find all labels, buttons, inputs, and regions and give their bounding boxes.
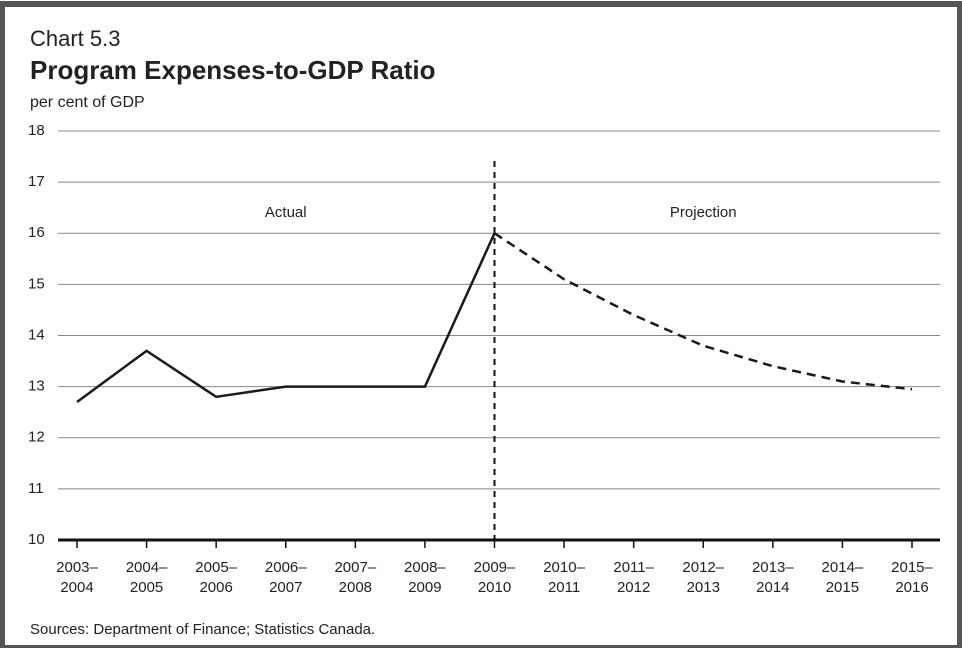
x-tick-label: 2005– 2006	[195, 559, 237, 596]
data-line	[76, 232, 496, 403]
y-axis-label: per cent of GDP	[30, 94, 145, 111]
y-tick-label: 10	[28, 531, 45, 548]
region-label: Actual	[265, 204, 307, 221]
x-tick-label: 2004– 2005	[126, 559, 168, 596]
x-tick-label: 2010– 2011	[543, 559, 585, 596]
y-tick-label: 15	[28, 275, 45, 292]
chart-number: Chart 5.3	[30, 26, 121, 51]
y-tick-label: 14	[28, 326, 45, 343]
data-line	[493, 232, 913, 391]
y-tick-label: 17	[28, 173, 45, 190]
region-label: Projection	[670, 204, 737, 221]
x-tick-label: 2013– 2014	[752, 559, 794, 596]
x-tick-label: 2009– 2010	[474, 559, 516, 596]
y-tick-label: 18	[28, 122, 45, 139]
x-tick-label: 2003– 2004	[56, 559, 98, 596]
x-tick-label: 2008– 2009	[404, 559, 446, 596]
x-tick-label: 2012– 2013	[682, 559, 724, 596]
x-tick-label: 2015– 2016	[891, 559, 933, 596]
x-tick-label: 2006– 2007	[265, 559, 307, 596]
x-tick-label: 2007– 2008	[334, 559, 376, 596]
y-tick-label: 12	[28, 429, 45, 446]
y-tick-label: 16	[28, 224, 45, 241]
x-tick-label: 2014– 2015	[822, 559, 864, 596]
x-tick-label: 2011– 2012	[613, 559, 654, 596]
y-tick-label: 11	[28, 480, 44, 497]
y-tick-label: 13	[28, 378, 45, 395]
source-note: Sources: Department of Finance; Statisti…	[30, 621, 375, 638]
chart-title: Program Expenses-to-GDP Ratio	[30, 55, 436, 85]
